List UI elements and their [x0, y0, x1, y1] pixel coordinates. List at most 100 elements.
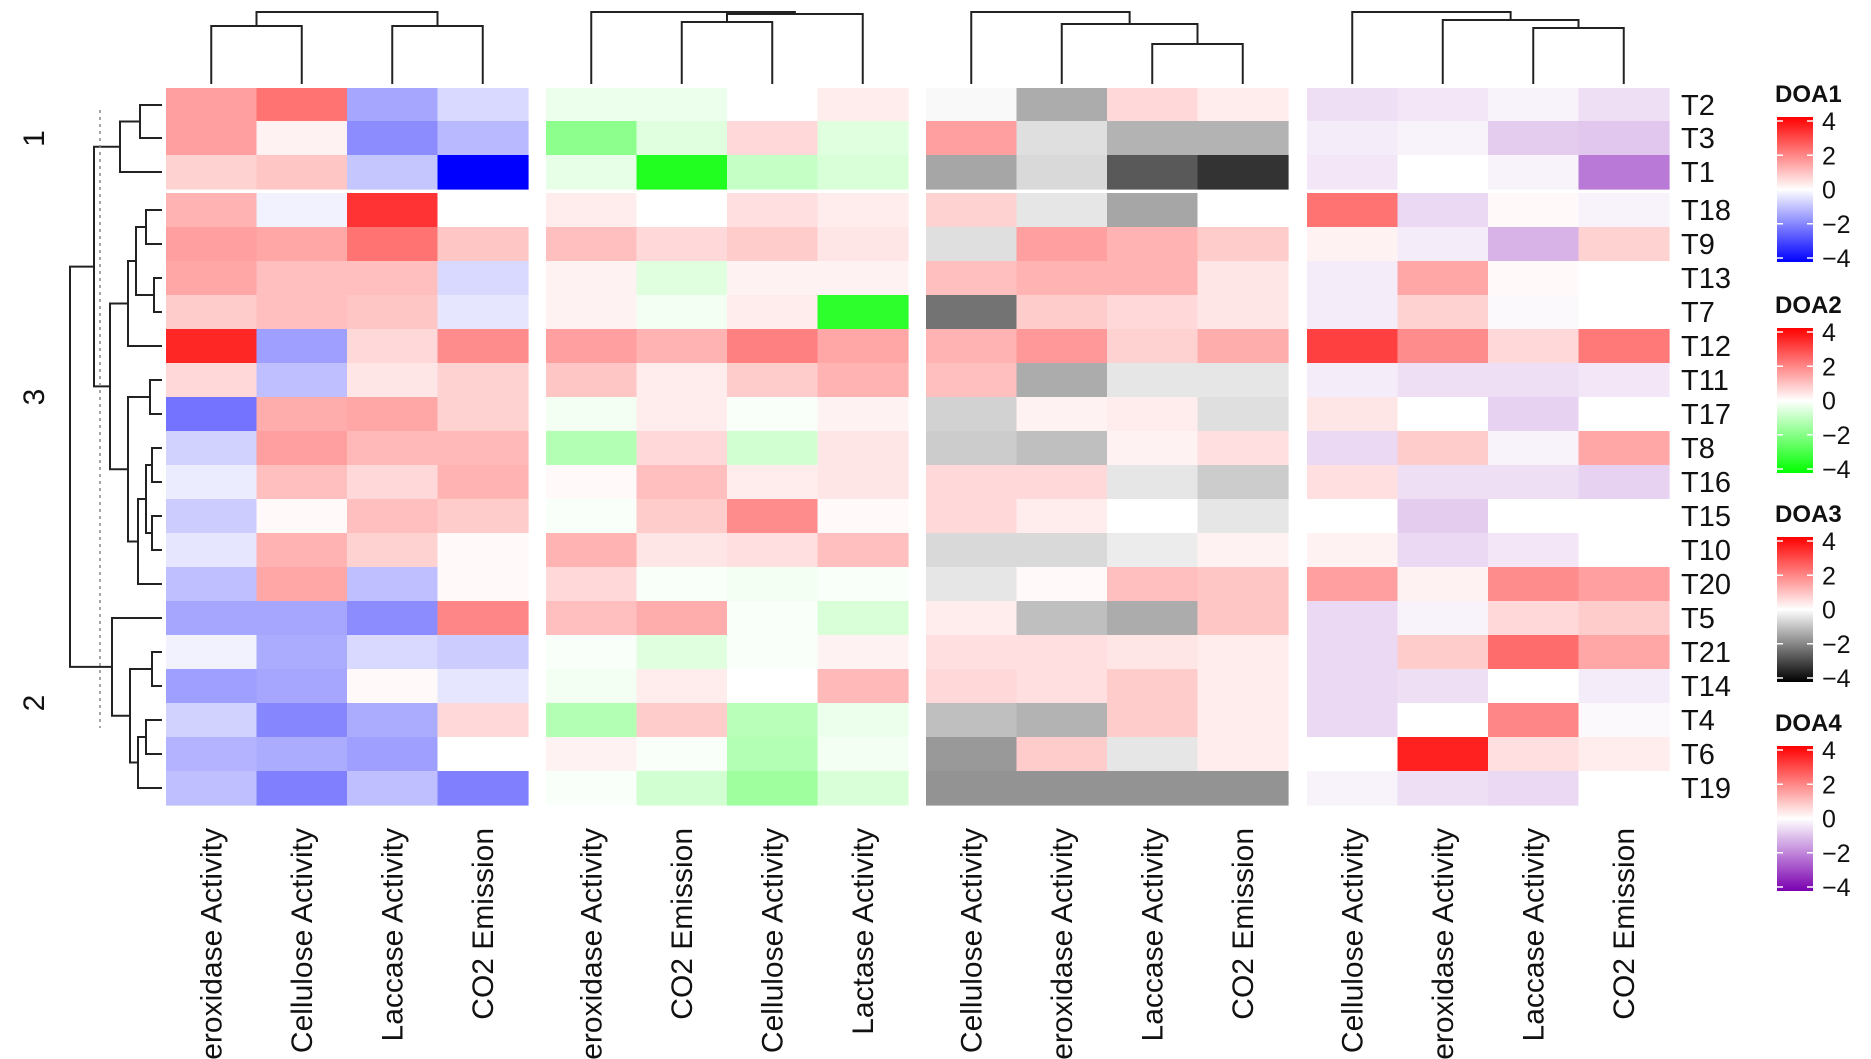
heatmap-cell [1016, 121, 1108, 156]
heatmap-cell [256, 363, 348, 398]
heatmap-cell [636, 465, 728, 500]
heatmap-cell [1397, 193, 1489, 228]
heatmap-cell [1016, 363, 1108, 398]
heatmap-cell [256, 465, 348, 500]
heatmap-cell [1016, 88, 1108, 123]
heatmap-cell [166, 635, 258, 670]
legend-tick-label: −2 [1822, 422, 1851, 450]
legend-title: DOA4 [1775, 710, 1842, 737]
heatmap-cell [1197, 737, 1289, 772]
heatmap-cell [1397, 397, 1489, 432]
heatmap-cell [166, 567, 258, 602]
legend-tick-label: −4 [1822, 665, 1851, 693]
heatmap-cell [437, 499, 529, 534]
heatmap-cell [727, 121, 819, 156]
row-label: T16 [1681, 467, 1731, 499]
heatmap-cell [256, 601, 348, 636]
heatmap-cell [636, 635, 728, 670]
heatmap-cell [817, 155, 909, 190]
heatmap-cell [1197, 465, 1289, 500]
column-label: Peroxidase Activity [575, 828, 608, 1059]
heatmap-cell [256, 635, 348, 670]
heatmap-cell [437, 567, 529, 602]
heatmap-cell [256, 193, 348, 228]
heatmap-cell [926, 635, 1018, 670]
heatmap-cell [1488, 703, 1580, 738]
heatmap-cell [1197, 431, 1289, 466]
heatmap-cell [1488, 669, 1580, 704]
heatmap-cell [1197, 771, 1289, 806]
row-label: T20 [1681, 569, 1731, 601]
heatmap-cell [1488, 88, 1580, 123]
heatmap-cell [437, 397, 529, 432]
heatmap-cell [1488, 329, 1580, 364]
heatmap-cell [166, 669, 258, 704]
heatmap-cell [817, 193, 909, 228]
heatmap-cell [1578, 227, 1670, 262]
heatmap-cell [1307, 567, 1399, 602]
heatmap-cell [347, 601, 439, 636]
heatmap-cell [347, 499, 439, 534]
heatmap-cell [437, 669, 529, 704]
heatmap-cell [1488, 261, 1580, 296]
heatmap-cell [1578, 533, 1670, 568]
heatmap-cell [256, 397, 348, 432]
heatmap-cell [347, 669, 439, 704]
legend-tick-label: −2 [1822, 840, 1851, 868]
heatmap-cell [727, 88, 819, 123]
row-label: T9 [1681, 229, 1715, 261]
heatmap-cell [347, 227, 439, 262]
heatmap-cell [926, 121, 1018, 156]
row-label: T21 [1681, 637, 1731, 669]
row-label: T11 [1681, 365, 1729, 397]
heatmap-cell [1107, 771, 1199, 806]
heatmap-cell [1307, 601, 1399, 636]
heatmap-cell [1578, 601, 1670, 636]
column-label: CO2 Emission [467, 828, 500, 1020]
heatmap-cell [546, 397, 638, 432]
heatmap-cell [727, 397, 819, 432]
heatmap-cell [256, 329, 348, 364]
legend-tick-label: 0 [1822, 388, 1836, 416]
heatmap-cell [347, 771, 439, 806]
heatmap-cell [727, 363, 819, 398]
heatmap-cell [1578, 567, 1670, 602]
legend-tick-label: 4 [1822, 528, 1836, 556]
heatmap-cell [437, 465, 529, 500]
heatmap-cell [636, 363, 728, 398]
row-label: T14 [1681, 671, 1731, 703]
heatmap-cell [1197, 635, 1289, 670]
heatmap-cell [1307, 533, 1399, 568]
heatmap-cell [1397, 703, 1489, 738]
heatmap-cell [926, 193, 1018, 228]
heatmap-cell [926, 155, 1018, 190]
heatmap-cell [727, 261, 819, 296]
heatmap-cell [437, 227, 529, 262]
heatmap-cell [256, 261, 348, 296]
heatmap-cell [166, 295, 258, 330]
heatmap-cell [437, 601, 529, 636]
heatmap-cell [546, 601, 638, 636]
heatmap-cell [1197, 227, 1289, 262]
heatmap-cell [1107, 397, 1199, 432]
heatmap-cell [727, 431, 819, 466]
heatmap-cell [546, 499, 638, 534]
heatmap-cell [1016, 669, 1108, 704]
heatmap-cell [166, 533, 258, 568]
heatmap-cell [1197, 499, 1289, 534]
legend-tick-label: −2 [1822, 211, 1851, 239]
heatmap-cell [727, 329, 819, 364]
column-label: Peroxidase Activity [1427, 828, 1460, 1059]
heatmap-cell [727, 703, 819, 738]
legend-tick-label: −4 [1822, 245, 1851, 273]
heatmap-cell [1578, 465, 1670, 500]
heatmap-cell [727, 669, 819, 704]
heatmap-cell [636, 533, 728, 568]
heatmap-cell [817, 261, 909, 296]
heatmap-cell [1307, 227, 1399, 262]
heatmap-cell [1197, 397, 1289, 432]
heatmap-cell [1307, 397, 1399, 432]
heatmap-cell [256, 771, 348, 806]
